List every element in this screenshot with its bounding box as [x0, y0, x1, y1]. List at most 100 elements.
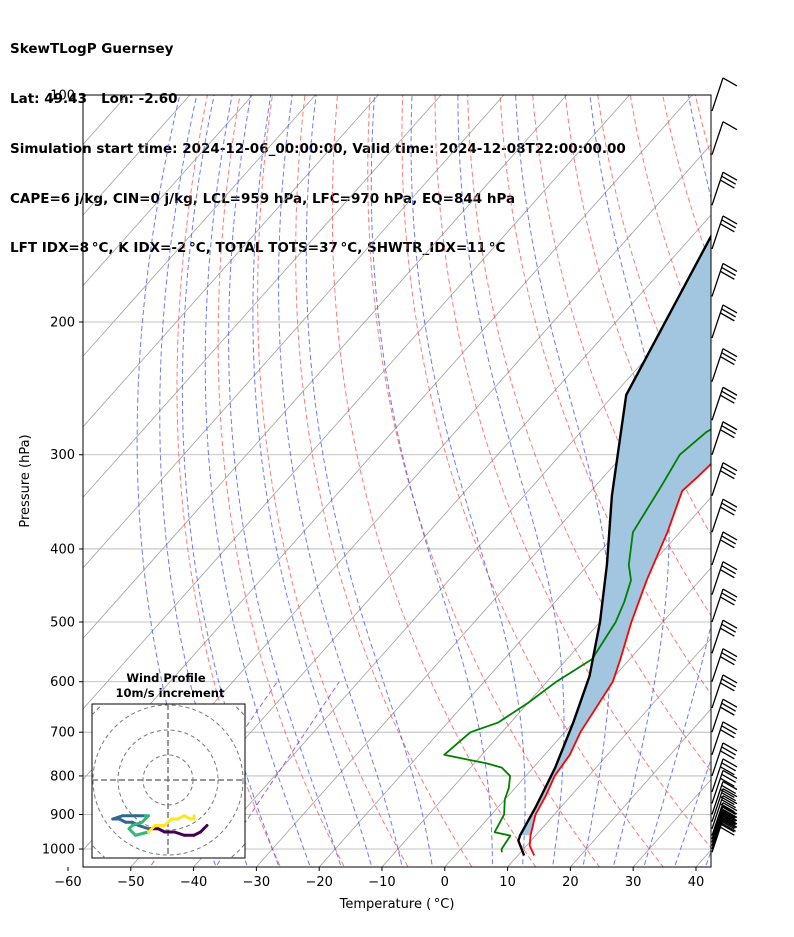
- dry-adiabat-line: [756, 78, 794, 880]
- wind-barb-flag: [722, 588, 738, 598]
- x-tick-label: −50: [117, 875, 144, 890]
- axis-ticks: −60 −50 −40 −30 −20 −10 0 10 20 30 40 1000 900 800 700…: [42, 89, 704, 891]
- wind-barb-flag: [722, 742, 738, 752]
- isotherm-line: [83, 95, 316, 357]
- wind-barb-flag: [721, 502, 737, 512]
- wind-barb-flag: [722, 780, 738, 791]
- inset-title: Wind Profile: [126, 671, 206, 685]
- hodograph-segment: [134, 830, 150, 837]
- wind-barb-flag: [722, 721, 738, 731]
- wind-barb-staff: [711, 721, 724, 756]
- isotherm-line: [444, 567, 711, 867]
- y-tick-label: 100: [50, 89, 75, 104]
- wind-barb-staff: [711, 263, 724, 297]
- moist-adiabat-line: [204, 95, 311, 867]
- x-tick-label: 30: [625, 875, 642, 890]
- wind-barb: [711, 215, 738, 250]
- hodograph: [92, 704, 245, 858]
- profile-lines: [443, 233, 711, 856]
- y-tick-label: 1000: [42, 843, 75, 858]
- isotherm-line: [83, 95, 379, 428]
- wind-barb-flag: [720, 506, 735, 516]
- wind-barb-flag: [720, 223, 735, 233]
- wind-barb-flag: [721, 565, 737, 575]
- x-tick-label: 20: [562, 875, 579, 890]
- wind-barb-flag: [720, 813, 735, 823]
- dry-adiabat-line: [467, 95, 711, 773]
- dry-adiabat-line: [217, 95, 345, 867]
- wind-barb-staff: [711, 742, 724, 777]
- wind-barb-flag: [722, 498, 738, 508]
- dry-adiabat-line: [629, 95, 711, 364]
- hodograph-segment: [130, 820, 144, 827]
- wind-barb-flag: [721, 784, 737, 795]
- wind-barb-flag: [720, 627, 735, 637]
- moist-adiabat-line: [410, 95, 526, 867]
- wind-barb: [711, 788, 738, 822]
- hodograph-segment: [137, 824, 150, 831]
- wind-barb: [711, 648, 738, 682]
- wind-barb-flag: [722, 215, 738, 225]
- isotherm-line: [381, 496, 711, 867]
- wind-barb-flag: [722, 121, 738, 131]
- wind-barb-flag: [721, 308, 737, 318]
- wind-barb-flag: [720, 569, 735, 579]
- y-tick-label: 300: [50, 448, 75, 463]
- isotherm-line: [83, 95, 568, 640]
- wind-barb-staff: [711, 698, 724, 733]
- y-tick-label: 700: [50, 726, 75, 741]
- hodograph-segment: [173, 830, 186, 837]
- wind-barb-flag: [721, 352, 737, 362]
- wind-barb-flag: [721, 652, 737, 662]
- wind-barb-staff: [711, 171, 724, 206]
- wind-barb-flag: [720, 596, 735, 606]
- wind-barb: [711, 802, 738, 836]
- hodograph-segment: [147, 824, 157, 834]
- x-tick-label: −60: [54, 875, 81, 890]
- wind-barb-flag: [721, 792, 737, 802]
- wind-barb-flag: [722, 348, 738, 358]
- hodograph-segment: [111, 814, 124, 821]
- wind-barb: [711, 619, 738, 654]
- moist-adiabat-line: [674, 757, 711, 867]
- y-tick-label: 600: [50, 675, 75, 690]
- dry-adiabat-line: [331, 95, 537, 867]
- wind-barb-flag: [720, 539, 735, 549]
- wind-barb: [711, 348, 738, 382]
- wind-barb-flag: [720, 803, 735, 813]
- wind-barb-staff: [711, 795, 724, 829]
- wind-barb-flag: [722, 769, 738, 779]
- isotherm-line: [507, 637, 711, 867]
- dry-adiabat-line: [694, 95, 711, 159]
- wind-barb-flag: [722, 758, 738, 768]
- moist-adiabat-line: [731, 78, 794, 880]
- wind-barb-flag: [722, 619, 738, 629]
- hodograph-segment: [163, 817, 173, 827]
- wind-barb-flag: [720, 356, 735, 366]
- moist-adiabat-line: [228, 95, 342, 867]
- moist-adiabat-line: [181, 95, 280, 867]
- wind-barb-flag: [721, 762, 737, 772]
- wind-barb-flag: [721, 812, 737, 822]
- wind-barb-flag: [721, 746, 737, 756]
- wind-barb-staff: [711, 674, 724, 709]
- isotherm-line: [747, 78, 794, 880]
- moist-adiabat-line: [278, 95, 403, 867]
- moist-adiabat-line: [643, 95, 711, 867]
- wind-barb-flag: [721, 175, 737, 185]
- wind-barb-flag: [720, 796, 735, 806]
- wind-barb-flag: [722, 386, 738, 396]
- wind-barb-flag: [720, 788, 735, 798]
- wind-barb-flag: [722, 802, 738, 812]
- wind-barb-flag: [721, 809, 737, 819]
- wind-barb: [711, 795, 738, 829]
- y-tick-label: 400: [50, 542, 75, 557]
- isotherm-line: [83, 95, 505, 569]
- wind-barbs: [711, 77, 738, 853]
- y-tick-label: 500: [50, 616, 75, 631]
- wind-barb-flag: [722, 262, 738, 273]
- title-index-line: LFT IDX=8 °C, K IDX=-2 °C, TOTAL TOTS=37…: [10, 240, 506, 257]
- temperature-profile-line: [528, 462, 711, 856]
- wind-barb-staff: [711, 781, 724, 815]
